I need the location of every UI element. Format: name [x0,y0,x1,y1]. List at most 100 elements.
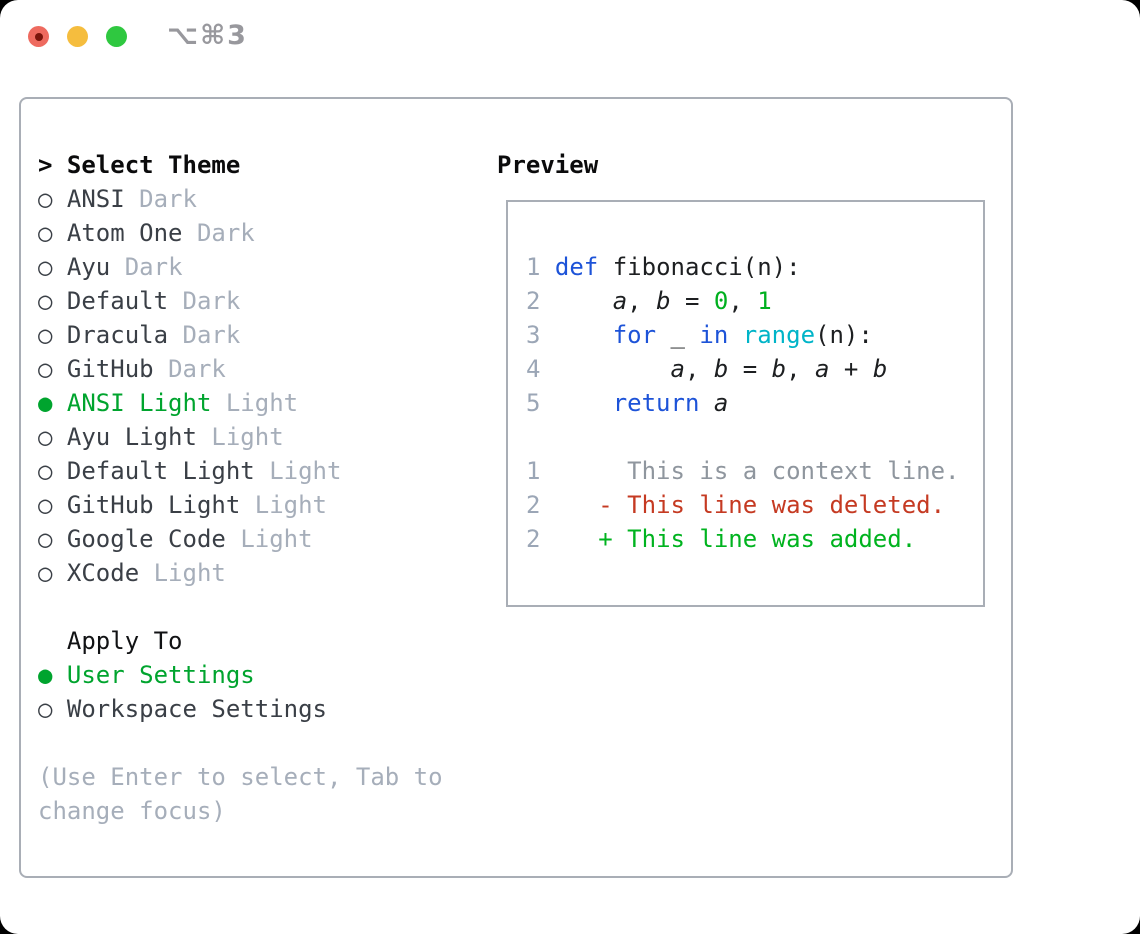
theme-option-github[interactable]: ○ GitHub Dark [38,352,478,386]
token-plain [555,491,598,519]
theme-name: Dracula [66,321,169,349]
theme-option-ayu-light[interactable]: ○ Ayu Light Light [38,420,478,454]
token-plain [555,287,613,315]
window-shortcut-hint: ⌥⌘3 [167,20,248,51]
token-var: b [713,355,729,383]
radio-selected-icon: ● [38,389,53,417]
theme-option-atom-one[interactable]: ○ Atom One Dark [38,216,478,250]
token-ctx: This is a context line. [554,457,960,485]
token-plain [555,321,613,349]
theme-variant: Dark [196,219,255,247]
token-plain [699,389,713,417]
traffic-lights [28,26,127,47]
radio-unselected-icon: ○ [38,423,53,451]
code-line: 3 for _ in range(n): [526,318,983,352]
token-plain: (n): [815,321,873,349]
apply-to-list: ● User Settings ○ Workspace Settings [38,658,478,726]
theme-variant: Dark [168,355,226,383]
code-line: 1 def fibonacci(n): [526,250,983,284]
token-var: a [815,355,830,383]
theme-name: Ayu Light [66,423,197,451]
theme-option-ansi-light[interactable]: ● ANSI Light Light [38,386,478,420]
theme-picker: > Select Theme ○ ANSI Dark ○ Atom One Dar… [38,148,478,828]
radio-selected-icon: ● [38,661,53,689]
token-var: a [713,389,729,417]
radio-unselected-icon: ○ [38,287,53,315]
radio-unselected-icon: ○ [38,253,53,281]
code-line: 5 return a [526,386,983,420]
token-num: 1 [757,287,772,315]
radio-unselected-icon: ○ [38,321,53,349]
token-plain [555,525,598,553]
line-number: 1 [526,457,541,485]
apply-option-workspace-settings[interactable]: ○ Workspace Settings [38,692,478,726]
spacer [38,726,478,760]
token-del: - This line was deleted. [598,491,946,519]
theme-option-ansi[interactable]: ○ ANSI Dark [38,182,478,216]
code-line: 2 a, b = 0, 1 [526,284,983,318]
theme-picker-title: Select Theme [66,151,241,179]
theme-name: XCode [66,559,140,587]
help-text-line: change focus) [38,797,226,825]
token-plain: , [627,287,657,315]
token-kw: in [699,321,729,349]
token-var: b [656,287,671,315]
token-plain [728,321,742,349]
theme-option-default-light[interactable]: ○ Default Light Light [38,454,478,488]
spacer [38,590,478,624]
theme-variant: Light [254,491,327,519]
theme-option-ayu[interactable]: ○ Ayu Dark [38,250,478,284]
theme-variant: Light [225,389,299,417]
theme-name: GitHub Light [66,491,241,519]
theme-variant: Dark [124,253,183,281]
token-plain [555,389,613,417]
code-line: 1 This is a context line. [526,454,983,488]
minimize-button[interactable] [67,26,88,47]
radio-unselected-icon: ○ [38,457,53,485]
theme-variant: Light [240,525,313,553]
token-kw: for [612,321,657,349]
token-var: a [670,355,685,383]
close-modified-dot-icon [34,32,43,41]
zoom-button[interactable] [106,26,127,47]
radio-unselected-icon: ○ [38,355,53,383]
apply-option-user-settings[interactable]: ● User Settings [38,658,478,692]
preview-title: Preview [497,151,599,179]
token-plain: + [829,355,873,383]
theme-option-default[interactable]: ○ Default Dark [38,284,478,318]
token-plain: , [684,355,714,383]
theme-name: Ayu [66,253,111,281]
theme-name: ANSI [66,185,125,213]
theme-option-dracula[interactable]: ○ Dracula Dark [38,318,478,352]
theme-variant: Light [269,457,342,485]
token-add: + This line was added. [598,525,917,553]
main-panel: > Select Theme ○ ANSI Dark ○ Atom One Dar… [19,97,1013,878]
theme-name: Default Light [66,457,255,485]
theme-name: GitHub [66,355,154,383]
token-plain: = [728,355,772,383]
radio-unselected-icon: ○ [38,695,53,723]
token-var: b [872,355,888,383]
theme-picker-header: > Select Theme [38,148,478,182]
theme-option-github-light[interactable]: ○ GitHub Light Light [38,488,478,522]
radio-unselected-icon: ○ [38,491,53,519]
theme-option-xcode[interactable]: ○ XCode Light [38,556,478,590]
code-line: 2 - This line was deleted. [526,488,983,522]
code-line: 2 + This line was added. [526,522,983,556]
focus-caret-icon: > [38,151,53,179]
theme-option-google-code[interactable]: ○ Google Code Light [38,522,478,556]
apply-option-label: User Settings [66,661,255,689]
token-kw: def [554,253,599,281]
token-kw: return [612,389,700,417]
line-number: 5 [526,389,541,417]
line-number: 3 [526,321,541,349]
token-builtin: range [742,321,816,349]
theme-variant: Dark [182,321,241,349]
radio-unselected-icon: ○ [38,559,53,587]
help-text-line: (Use Enter to select, Tab to [38,763,443,791]
theme-list: ○ ANSI Dark ○ Atom One Dark ○ Ayu Dark ○ De… [38,182,478,590]
close-button[interactable] [28,26,49,47]
